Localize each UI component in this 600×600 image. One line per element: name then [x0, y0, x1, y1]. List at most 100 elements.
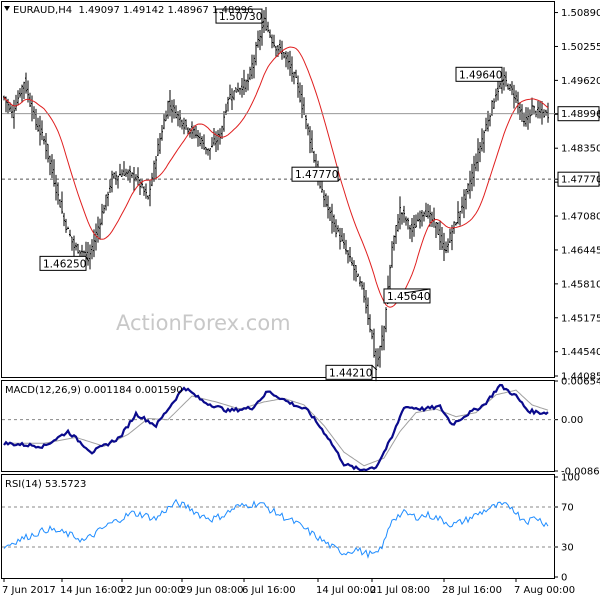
price-callout: 1.46250: [39, 255, 89, 271]
x-axis-tick-label: 6 Jul 16:00: [242, 585, 296, 596]
ohlc-bar: [439, 221, 441, 250]
ohlc-bar: [327, 195, 329, 219]
ohlc-bar: [393, 235, 395, 251]
ohlc-bar: [435, 222, 437, 238]
y-axis-tick-label: 1.48996: [561, 109, 600, 120]
y-axis-tick-label: 1.48350: [561, 144, 600, 155]
y-axis-tick-label: 1.45175: [561, 313, 600, 324]
ohlc-bar: [189, 128, 191, 138]
ohlc-bar: [441, 226, 443, 251]
ohlc-bar: [163, 114, 165, 130]
ohlc-bar: [211, 137, 213, 148]
ohlc-bar: [143, 186, 145, 196]
ohlc-bar: [35, 108, 37, 130]
rsi-lines: [2, 498, 555, 559]
ohlc-bar: [295, 69, 297, 79]
ohlc-bar: [373, 328, 375, 358]
ohlc-bar: [307, 123, 309, 136]
y-axis-tick-label: 100: [561, 473, 580, 484]
price-lines: [2, 46, 555, 308]
price-callout: 1.44210: [325, 364, 377, 380]
ohlc-bar: [457, 201, 459, 225]
ohlc-bar: [17, 90, 19, 106]
ohlc-bar: [105, 194, 107, 211]
ohlc-bar: [37, 117, 39, 132]
price-callout-label: 1.50730: [219, 11, 262, 23]
ohlc-bar: [489, 114, 491, 127]
price-callout-leader: [501, 78, 505, 82]
ohlc-bar: [339, 227, 341, 250]
price-callout-leader: [261, 20, 265, 24]
ohlc-bar: [469, 170, 471, 199]
ohlc-bar: [431, 211, 433, 227]
ohlc-bar: [523, 112, 525, 127]
macd-lines: [2, 383, 555, 472]
y-axis-tick-label: 0: [561, 573, 567, 584]
ohlc-bar: [379, 345, 381, 368]
ohlc-bar: [407, 217, 409, 230]
ohlc-bar: [101, 203, 103, 226]
ohlc-bar: [459, 210, 461, 226]
ohlc-bar: [305, 114, 307, 130]
ohlc-bar: [223, 111, 225, 132]
ohlc-bar: [325, 193, 327, 208]
x-axis-tick-label: 14 Jul 00:00: [316, 585, 376, 596]
ohlc-bar: [455, 222, 457, 226]
ohlc-bar: [49, 155, 51, 176]
ohlc-bar: [259, 30, 261, 51]
ohlc-bar: [273, 34, 275, 48]
ohlc-bar: [309, 126, 311, 154]
y-axis-tick-label: 1.45810: [561, 279, 600, 290]
ohlc-bar: [365, 289, 367, 314]
ohlc-bar: [377, 348, 379, 367]
y-axis-tick-label: -0.008684: [561, 467, 600, 478]
x-axis-tick-label: 14 Jun 16:00: [60, 585, 124, 596]
ohlc-bar: [39, 115, 41, 146]
ohlc-bar: [237, 82, 239, 93]
y-axis-tick-label: 1.44085: [561, 372, 600, 383]
ohlc-bar: [159, 133, 161, 154]
ohlc-bar: [313, 150, 315, 163]
y-axis-tick-label: 1.50255: [561, 42, 600, 53]
price-callout: 1.49640: [455, 66, 505, 82]
x-axis-tick-label: 7 Aug 00:00: [514, 585, 575, 596]
ohlc-bar: [289, 50, 291, 76]
ohlc-bar: [63, 212, 65, 227]
ohlc-bar: [451, 224, 453, 251]
ohlc-bar: [73, 235, 75, 259]
ohlc-bar: [323, 190, 325, 208]
price-callout-box: [383, 288, 431, 304]
ohlc-bar: [245, 79, 247, 93]
ohlc-bar: [337, 225, 339, 233]
ohlc-bar: [537, 100, 539, 119]
ohlc-bar: [541, 101, 543, 125]
ohlc-bar: [285, 51, 287, 68]
ohlc-bar: [267, 21, 269, 33]
ohlc-bar: [23, 81, 25, 99]
ohlc-bar: [199, 132, 201, 147]
ohlc-bar: [545, 109, 547, 116]
y-axis-tick-label: 70: [561, 503, 574, 514]
ohlc-bar: [329, 206, 331, 222]
ohlc-bar: [25, 72, 27, 94]
ohlc-bar: [531, 97, 533, 116]
macd-pane-frame: [1, 380, 555, 472]
ohlc-bar: [375, 348, 377, 382]
ohlc-bar: [311, 130, 313, 153]
ohlc-bar: [301, 85, 303, 119]
ohlc-bar: [95, 223, 97, 251]
ohlc-bar: [97, 216, 99, 243]
ohlc-bar: [283, 51, 285, 59]
ohlc-bar: [231, 88, 233, 111]
ohlc-bar: [403, 205, 405, 223]
ohlc-bar: [33, 106, 35, 119]
ohlc-bar: [423, 211, 425, 222]
ohlc-bar: [139, 178, 141, 195]
ohlc-bar: [519, 102, 521, 121]
ohlc-bar: [181, 119, 183, 130]
y-axis-tick-label: 0.00: [561, 415, 583, 426]
ohlc-bar: [371, 329, 373, 340]
ohlc-bar: [477, 138, 479, 172]
ohlc-bar: [123, 161, 125, 176]
